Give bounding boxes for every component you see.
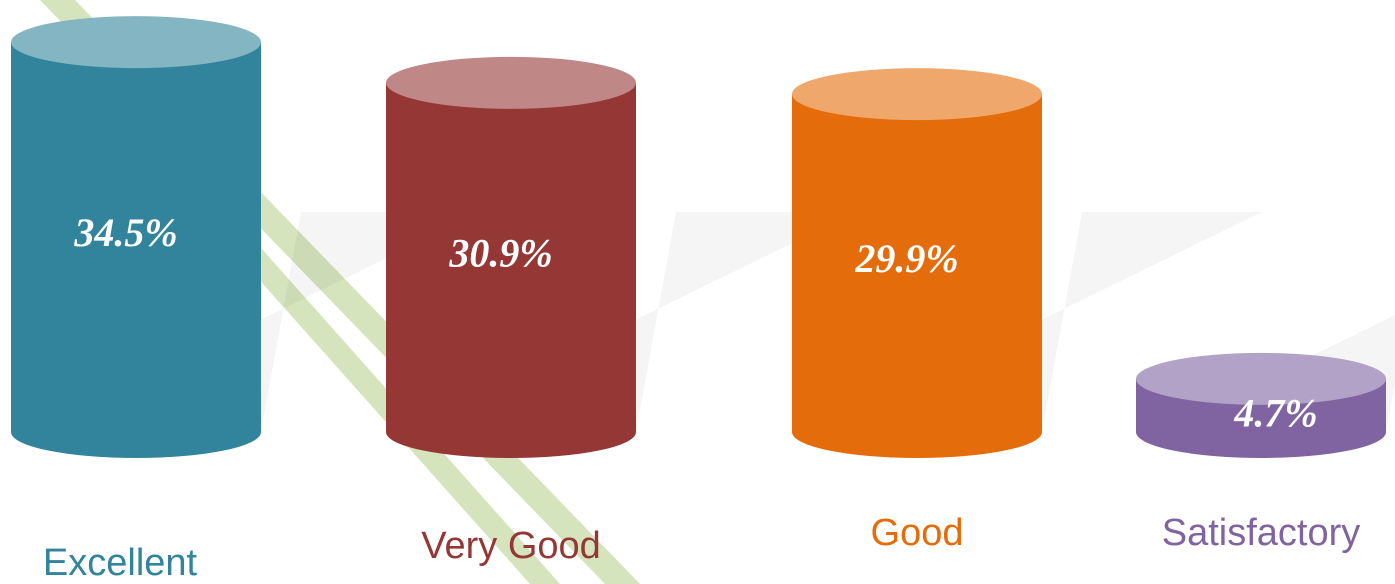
category-label: Good [871,512,964,554]
cylinder [1136,315,1395,458]
cylinder-top [11,16,261,69]
category-label: Satisfactory [1162,512,1361,554]
value-label: 4.7% [1233,391,1317,436]
cylinder-top [1136,352,1386,405]
value-label: 34.5% [73,210,177,255]
cylinder-body [11,42,261,459]
cylinder-body [792,94,1042,458]
value-label: 29.9% [854,236,958,281]
category-label: Very Good [421,525,601,567]
cylinder-top [386,56,636,109]
value-label: 30.9% [448,231,552,276]
category-label: Excellent [43,542,198,584]
cylinder-body [386,82,636,458]
cylinder [792,68,1262,458]
cylinder [386,56,856,458]
cylinder [11,16,481,459]
cylinder-top [792,68,1042,121]
